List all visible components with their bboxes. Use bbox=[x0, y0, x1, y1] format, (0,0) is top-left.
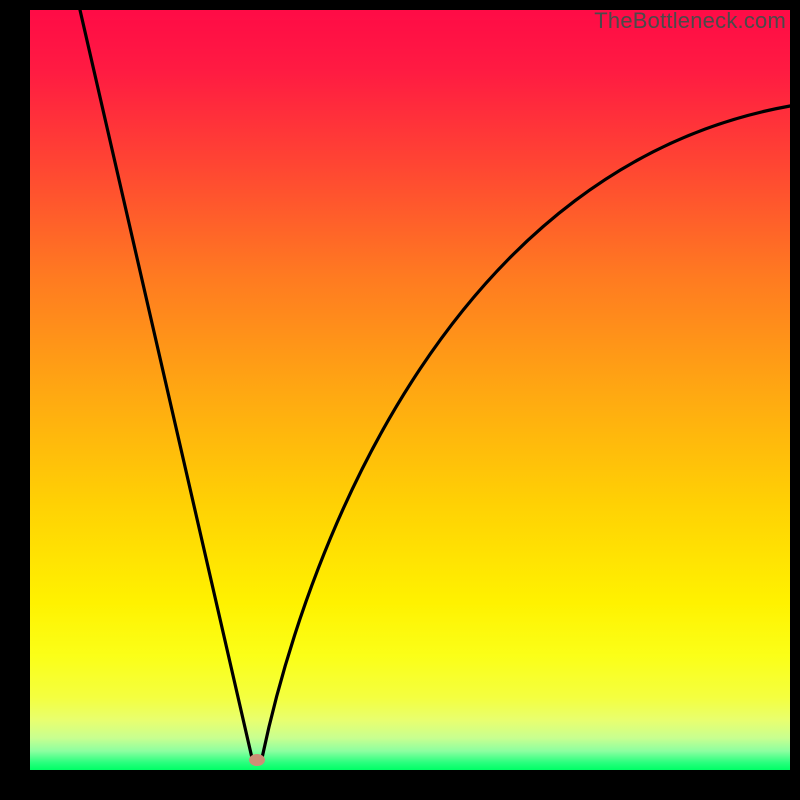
curve-layer bbox=[30, 10, 790, 770]
curve-left-branch bbox=[80, 10, 252, 758]
minimum-marker bbox=[249, 754, 265, 766]
chart-frame: TheBottleneck.com bbox=[0, 0, 800, 800]
curve-right-branch bbox=[262, 106, 790, 758]
watermark-text: TheBottleneck.com bbox=[594, 8, 786, 34]
